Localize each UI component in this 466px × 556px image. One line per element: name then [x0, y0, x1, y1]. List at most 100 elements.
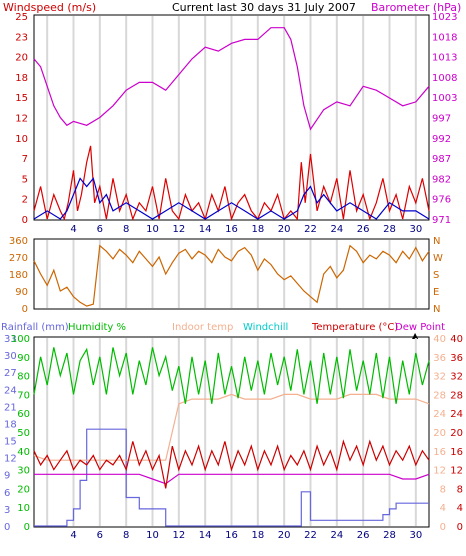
humidity-tick-label: 60	[17, 409, 30, 420]
direction-panel-frame	[33, 238, 430, 310]
legend-temperature: Temperature (°C)	[311, 322, 398, 333]
day-tick-label: 10	[146, 224, 159, 235]
indoor-tick-label: 40	[433, 334, 446, 345]
indoor-tick-label: 32	[433, 372, 446, 383]
temperature-tick-label: 16	[450, 447, 463, 458]
day-tick-label: 6	[97, 224, 103, 235]
humidity-tick-label: 30	[17, 466, 30, 477]
rainfall-tick-label: 24	[4, 385, 17, 396]
temperature-line	[33, 439, 430, 489]
rainfall-tick-label: 33	[4, 334, 17, 345]
rainfall-tick-label: 6	[4, 488, 10, 499]
barometer-tick-label: 976	[432, 195, 451, 206]
day-tick-label: 30	[409, 530, 422, 541]
barometer-tick-label: 992	[432, 134, 451, 145]
legend-rainfall: Rainfall (mm)	[1, 322, 69, 333]
rainfall-tick-label: 3	[4, 505, 10, 516]
windspeed-tick-label: 20	[15, 53, 28, 64]
humidity-tick-label: 90	[17, 353, 30, 364]
windspeed-line	[33, 145, 430, 222]
barometer-line	[33, 27, 430, 131]
day-tick-label: 14	[199, 530, 212, 541]
day-tick-label: 28	[383, 224, 396, 235]
temperature-tick-label: 8	[457, 484, 463, 495]
barometer-tick-label: 1023	[432, 12, 457, 23]
barometer-tick-label: 997	[432, 114, 451, 125]
day-tick-label: 22	[304, 224, 317, 235]
dew-point-marker-icon: ▲	[412, 331, 419, 340]
day-tick-label: 20	[278, 224, 291, 235]
rainfall-tick-label: 18	[4, 419, 17, 430]
indoor-tick-label: 36	[433, 353, 446, 364]
direction-tick-label: 0	[22, 304, 28, 315]
indoor-tick-label: 0	[440, 522, 446, 533]
direction-tick-label: 270	[9, 253, 28, 264]
compass-tick-label: W	[433, 253, 443, 264]
day-tick-label: 16	[225, 530, 238, 541]
humidity-line	[33, 347, 430, 404]
legend-windchill: Windchill	[243, 322, 288, 333]
compass-tick-label: E	[433, 287, 439, 298]
day-tick-label: 12	[172, 530, 185, 541]
humidity-tick-label: 70	[17, 390, 30, 401]
rainfall-tick-label: 21	[4, 402, 17, 413]
day-tick-label: 6	[97, 530, 103, 541]
day-tick-label: 16	[225, 224, 238, 235]
temperature-tick-label: 40	[450, 334, 463, 345]
rainfall-tick-label: 12	[4, 454, 17, 465]
barometer-axis-title: Barometer (hPa)	[371, 1, 461, 14]
compass-tick-label: N	[433, 304, 440, 315]
compass-tick-label: S	[433, 270, 439, 281]
barometer-tick-label: 1003	[432, 93, 457, 104]
indoor-tick-label: 8	[440, 484, 446, 495]
day-tick-label: 24	[330, 530, 343, 541]
barometer-tick-label: 987	[432, 154, 451, 165]
day-tick-label: 24	[330, 224, 343, 235]
windspeed-tick-label: 0	[22, 215, 28, 226]
humidity-tick-label: 80	[17, 372, 30, 383]
windspeed-tick-label: 2	[22, 195, 28, 206]
compass-tick-label: N	[433, 236, 440, 247]
indoor-tick-label: 28	[433, 390, 446, 401]
barometer-tick-label: 1008	[432, 73, 457, 84]
windspeed-tick-label: 25	[15, 12, 28, 23]
windspeed-tick-label: 15	[15, 93, 28, 104]
barometer-tick-label: 971	[432, 215, 451, 226]
wind-average-line	[33, 177, 430, 220]
day-tick-label: 28	[383, 530, 396, 541]
humidity-tick-label: 20	[17, 484, 30, 495]
day-tick-label: 4	[70, 224, 76, 235]
temperature-tick-label: 36	[450, 353, 463, 364]
indoor-tick-label: 24	[433, 409, 446, 420]
day-tick-label: 26	[357, 224, 370, 235]
day-tick-label: 22	[304, 530, 317, 541]
temperature-tick-label: 20	[450, 428, 463, 439]
legend-indoor-temp: Indoor temp	[172, 322, 233, 333]
barometer-tick-label: 1018	[432, 32, 457, 43]
humidity-tick-label: 0	[24, 522, 30, 533]
temperature-tick-label: 0	[457, 522, 463, 533]
windspeed-tick-label: 5	[22, 174, 28, 185]
indoor-temp-line	[33, 393, 430, 461]
rainfall-tick-label: 0	[4, 522, 10, 533]
temperature-tick-label: 32	[450, 372, 463, 383]
day-tick-label: 14	[199, 224, 212, 235]
rainfall-tick-label: 30	[4, 351, 17, 362]
windspeed-tick-label: 23	[15, 32, 28, 43]
humidity-tick-label: 100	[11, 334, 30, 345]
rainfall-tick-label: 9	[4, 471, 10, 482]
indoor-tick-label: 4	[440, 503, 446, 514]
wind-direction-line	[33, 244, 430, 307]
windspeed-tick-label: 12	[15, 114, 28, 125]
dew-point-line	[34, 473, 430, 485]
humidity-tick-label: 10	[17, 503, 30, 514]
indoor-tick-label: 20	[433, 428, 446, 439]
windspeed-tick-label: 10	[15, 134, 28, 145]
day-tick-label: 18	[251, 530, 264, 541]
day-tick-label: 12	[172, 224, 185, 235]
direction-tick-label: 90	[15, 287, 28, 298]
rainfall-tick-label: 27	[4, 368, 17, 379]
barometer-tick-label: 982	[432, 174, 451, 185]
rainfall-tick-label: 15	[4, 437, 17, 448]
